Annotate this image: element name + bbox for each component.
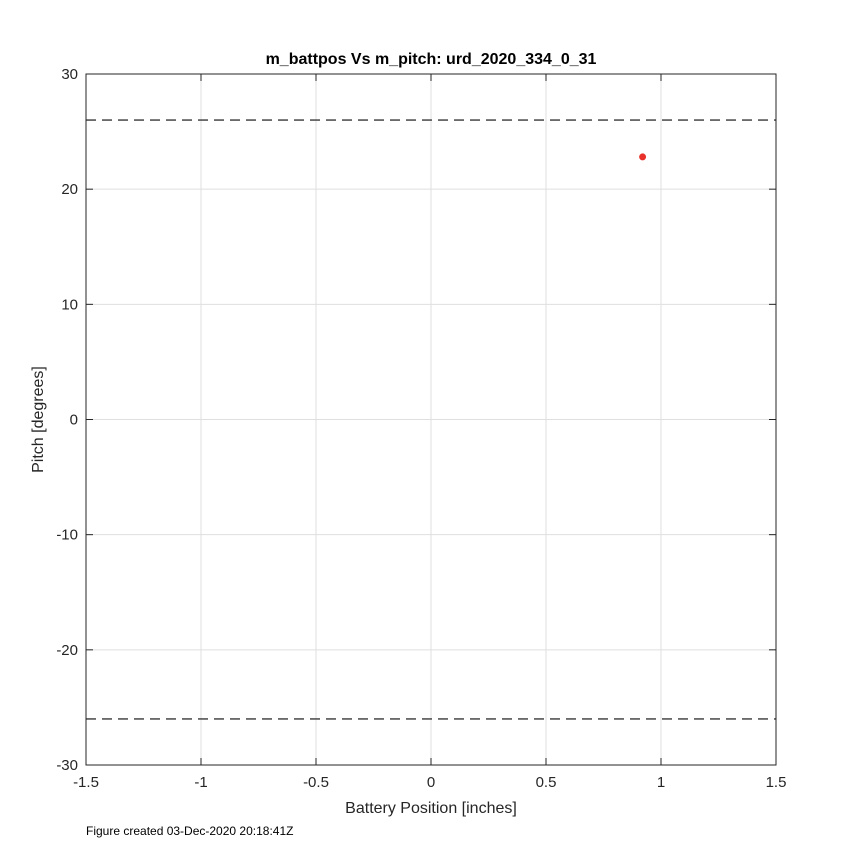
x-tick-label: -1.5 — [73, 774, 99, 791]
y-tick-label: 30 — [61, 66, 78, 83]
y-tick-label: -10 — [56, 527, 78, 544]
y-tick-label: 10 — [61, 296, 78, 313]
x-tick-label: 0.5 — [536, 774, 557, 791]
reference-lines — [86, 119, 776, 720]
x-tick-label: -0.5 — [303, 774, 329, 791]
x-tick-label: -1 — [194, 774, 207, 791]
y-tick-label: -30 — [56, 757, 78, 774]
data-point — [639, 153, 647, 161]
x-axis-label: Battery Position [inches] — [345, 800, 517, 817]
chart-title: m_battpos Vs m_pitch: urd_2020_334_0_31 — [266, 51, 597, 68]
ticks: -1.5 -1 -0.5 0 0.5 1 1.5 -30 -20 -10 0 10 20 30 — [56, 66, 786, 791]
y-tick-label: -20 — [56, 642, 78, 659]
y-tick-label: 20 — [61, 181, 78, 198]
x-tick-label: 0 — [427, 774, 435, 791]
y-axis-label: Pitch [degrees] — [30, 366, 47, 473]
x-tick-label: 1.5 — [766, 774, 787, 791]
y-tick-label: 0 — [70, 412, 78, 429]
figure-created-note: Figure created 03-Dec-2020 20:18:41Z — [86, 824, 294, 838]
data-points — [639, 153, 647, 161]
x-tick-label: 1 — [657, 774, 665, 791]
